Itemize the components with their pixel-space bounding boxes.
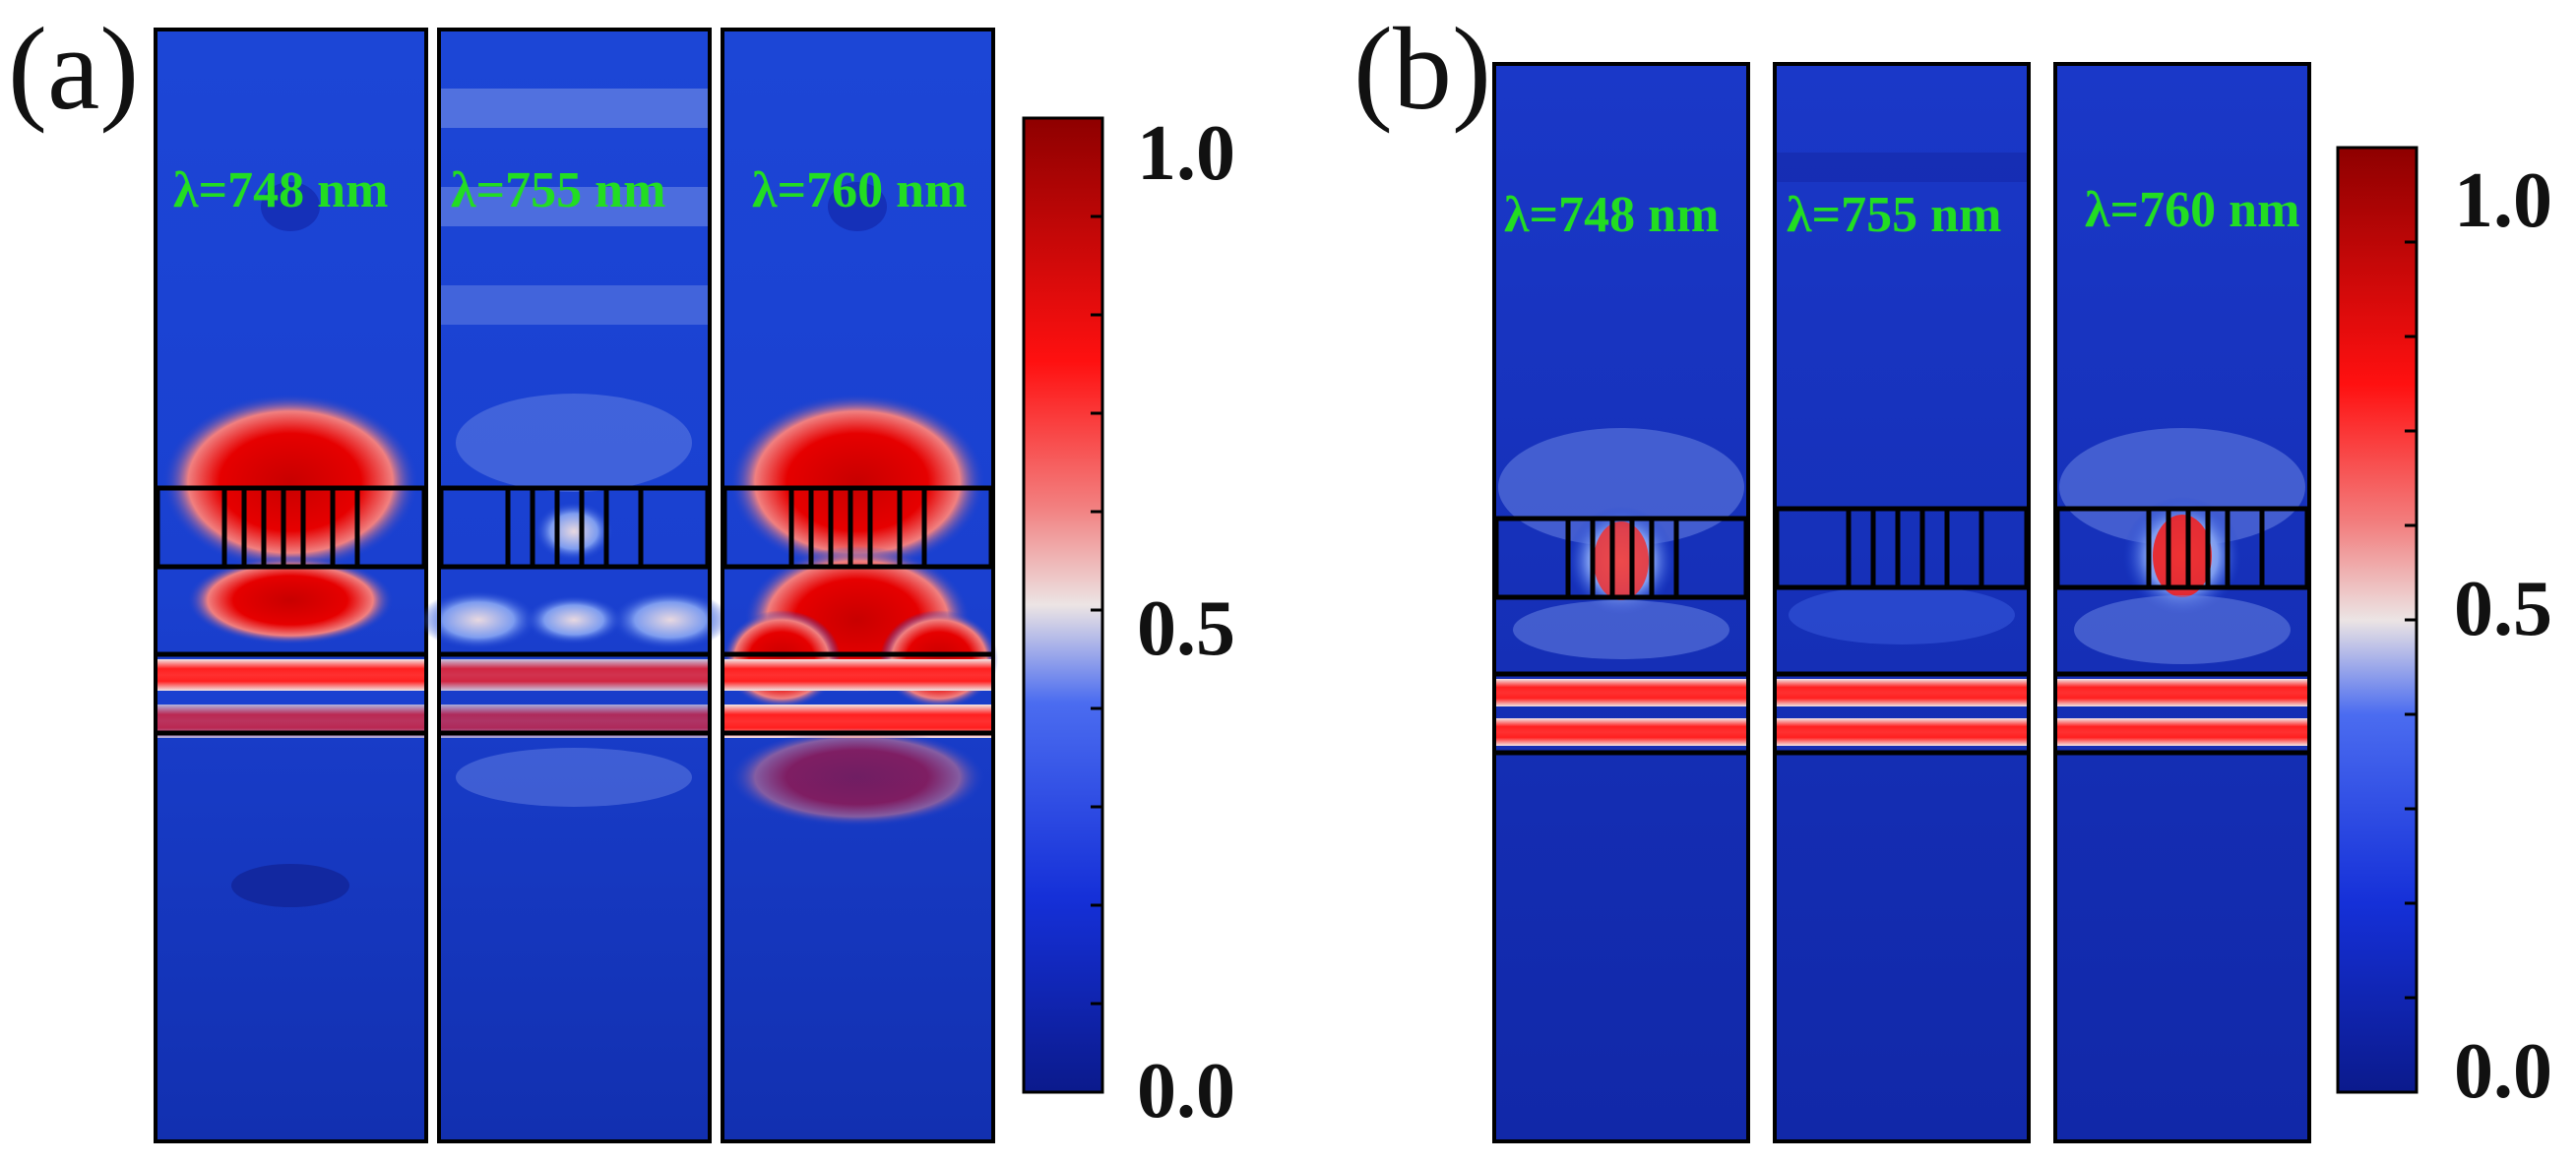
- map-b-755: λ=755 nm: [1773, 62, 2031, 1143]
- colorbar-b-tick-min: 0.0: [2454, 1028, 2552, 1115]
- map-b-760: λ=760 nm: [2053, 62, 2311, 1143]
- map-b-748: λ=748 nm: [1492, 62, 1750, 1143]
- map-b-755-label: λ=755 nm: [1787, 187, 2001, 243]
- panel-a: (a) λ=748: [8, 3, 1235, 1143]
- map-a-760: λ=760 nm: [721, 28, 998, 1143]
- colorbar-a-tick-max: 1.0: [1137, 110, 1235, 197]
- map-a-760-label: λ=760 nm: [752, 162, 967, 218]
- colorbar-a-tick-min: 0.0: [1137, 1048, 1235, 1134]
- colorbar-b-tick-mid: 0.5: [2454, 566, 2552, 652]
- colorbar-b: 1.0 0.5 0.0: [2336, 146, 2552, 1115]
- panel-b-label: (b): [1353, 3, 1491, 134]
- panel-b: (b) λ=748 nm: [1353, 3, 2552, 1143]
- panel-a-label: (a): [8, 3, 139, 134]
- colorbar-a-tick-mid: 0.5: [1137, 585, 1235, 672]
- map-a-748-label: λ=748 nm: [173, 162, 388, 218]
- colorbar-b-tick-max: 1.0: [2454, 157, 2552, 244]
- map-a-755: λ=755 nm: [419, 28, 729, 1143]
- map-b-760-label: λ=760 nm: [2085, 182, 2299, 238]
- map-a-755-label: λ=755 nm: [451, 162, 665, 218]
- map-a-748: λ=748 nm: [154, 28, 428, 1143]
- colorbar-a: 1.0 0.5 0.0: [1022, 110, 1235, 1134]
- map-b-748-label: λ=748 nm: [1504, 187, 1719, 243]
